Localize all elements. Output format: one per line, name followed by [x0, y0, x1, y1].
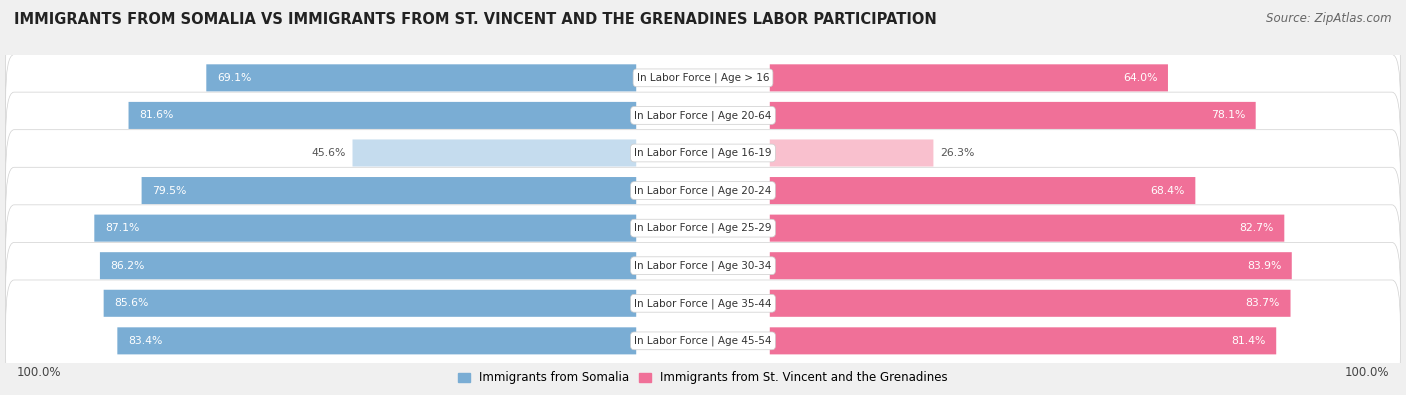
Legend: Immigrants from Somalia, Immigrants from St. Vincent and the Grenadines: Immigrants from Somalia, Immigrants from… [453, 367, 953, 389]
Text: 69.1%: 69.1% [217, 73, 252, 83]
FancyBboxPatch shape [94, 214, 637, 242]
Text: 68.4%: 68.4% [1150, 186, 1185, 196]
FancyBboxPatch shape [142, 177, 637, 204]
Text: In Labor Force | Age 25-29: In Labor Force | Age 25-29 [634, 223, 772, 233]
Text: 78.1%: 78.1% [1211, 111, 1246, 120]
Text: 83.9%: 83.9% [1247, 261, 1281, 271]
Text: 79.5%: 79.5% [152, 186, 187, 196]
FancyBboxPatch shape [6, 280, 1400, 395]
Text: 87.1%: 87.1% [105, 223, 139, 233]
FancyBboxPatch shape [6, 167, 1400, 289]
Text: In Labor Force | Age 16-19: In Labor Force | Age 16-19 [634, 148, 772, 158]
FancyBboxPatch shape [6, 243, 1400, 364]
FancyBboxPatch shape [6, 130, 1400, 252]
Text: In Labor Force | Age 20-24: In Labor Force | Age 20-24 [634, 185, 772, 196]
FancyBboxPatch shape [128, 102, 637, 129]
Text: In Labor Force | Age 20-64: In Labor Force | Age 20-64 [634, 110, 772, 120]
FancyBboxPatch shape [770, 252, 1292, 279]
FancyBboxPatch shape [6, 205, 1400, 327]
Text: In Labor Force | Age 45-54: In Labor Force | Age 45-54 [634, 336, 772, 346]
FancyBboxPatch shape [353, 139, 637, 167]
FancyBboxPatch shape [6, 17, 1400, 139]
Text: IMMIGRANTS FROM SOMALIA VS IMMIGRANTS FROM ST. VINCENT AND THE GRENADINES LABOR : IMMIGRANTS FROM SOMALIA VS IMMIGRANTS FR… [14, 12, 936, 27]
Text: 45.6%: 45.6% [311, 148, 346, 158]
Text: 83.4%: 83.4% [128, 336, 162, 346]
Text: In Labor Force | Age 35-44: In Labor Force | Age 35-44 [634, 298, 772, 308]
FancyBboxPatch shape [6, 55, 1400, 176]
Text: 100.0%: 100.0% [1344, 366, 1389, 379]
Text: 85.6%: 85.6% [114, 298, 149, 308]
Text: 83.7%: 83.7% [1246, 298, 1279, 308]
FancyBboxPatch shape [770, 214, 1284, 242]
FancyBboxPatch shape [770, 64, 1168, 91]
FancyBboxPatch shape [104, 290, 637, 317]
FancyBboxPatch shape [770, 102, 1256, 129]
Text: 81.6%: 81.6% [139, 111, 173, 120]
FancyBboxPatch shape [770, 327, 1277, 354]
FancyBboxPatch shape [770, 139, 934, 167]
Text: In Labor Force | Age > 16: In Labor Force | Age > 16 [637, 73, 769, 83]
Text: 64.0%: 64.0% [1123, 73, 1157, 83]
Text: Source: ZipAtlas.com: Source: ZipAtlas.com [1267, 12, 1392, 25]
FancyBboxPatch shape [117, 327, 637, 354]
FancyBboxPatch shape [6, 92, 1400, 214]
Text: 100.0%: 100.0% [17, 366, 62, 379]
FancyBboxPatch shape [207, 64, 637, 91]
Text: 26.3%: 26.3% [941, 148, 974, 158]
Text: 81.4%: 81.4% [1232, 336, 1265, 346]
FancyBboxPatch shape [770, 177, 1195, 204]
FancyBboxPatch shape [770, 290, 1291, 317]
Text: 82.7%: 82.7% [1239, 223, 1274, 233]
Text: In Labor Force | Age 30-34: In Labor Force | Age 30-34 [634, 260, 772, 271]
Text: 86.2%: 86.2% [111, 261, 145, 271]
FancyBboxPatch shape [100, 252, 637, 279]
